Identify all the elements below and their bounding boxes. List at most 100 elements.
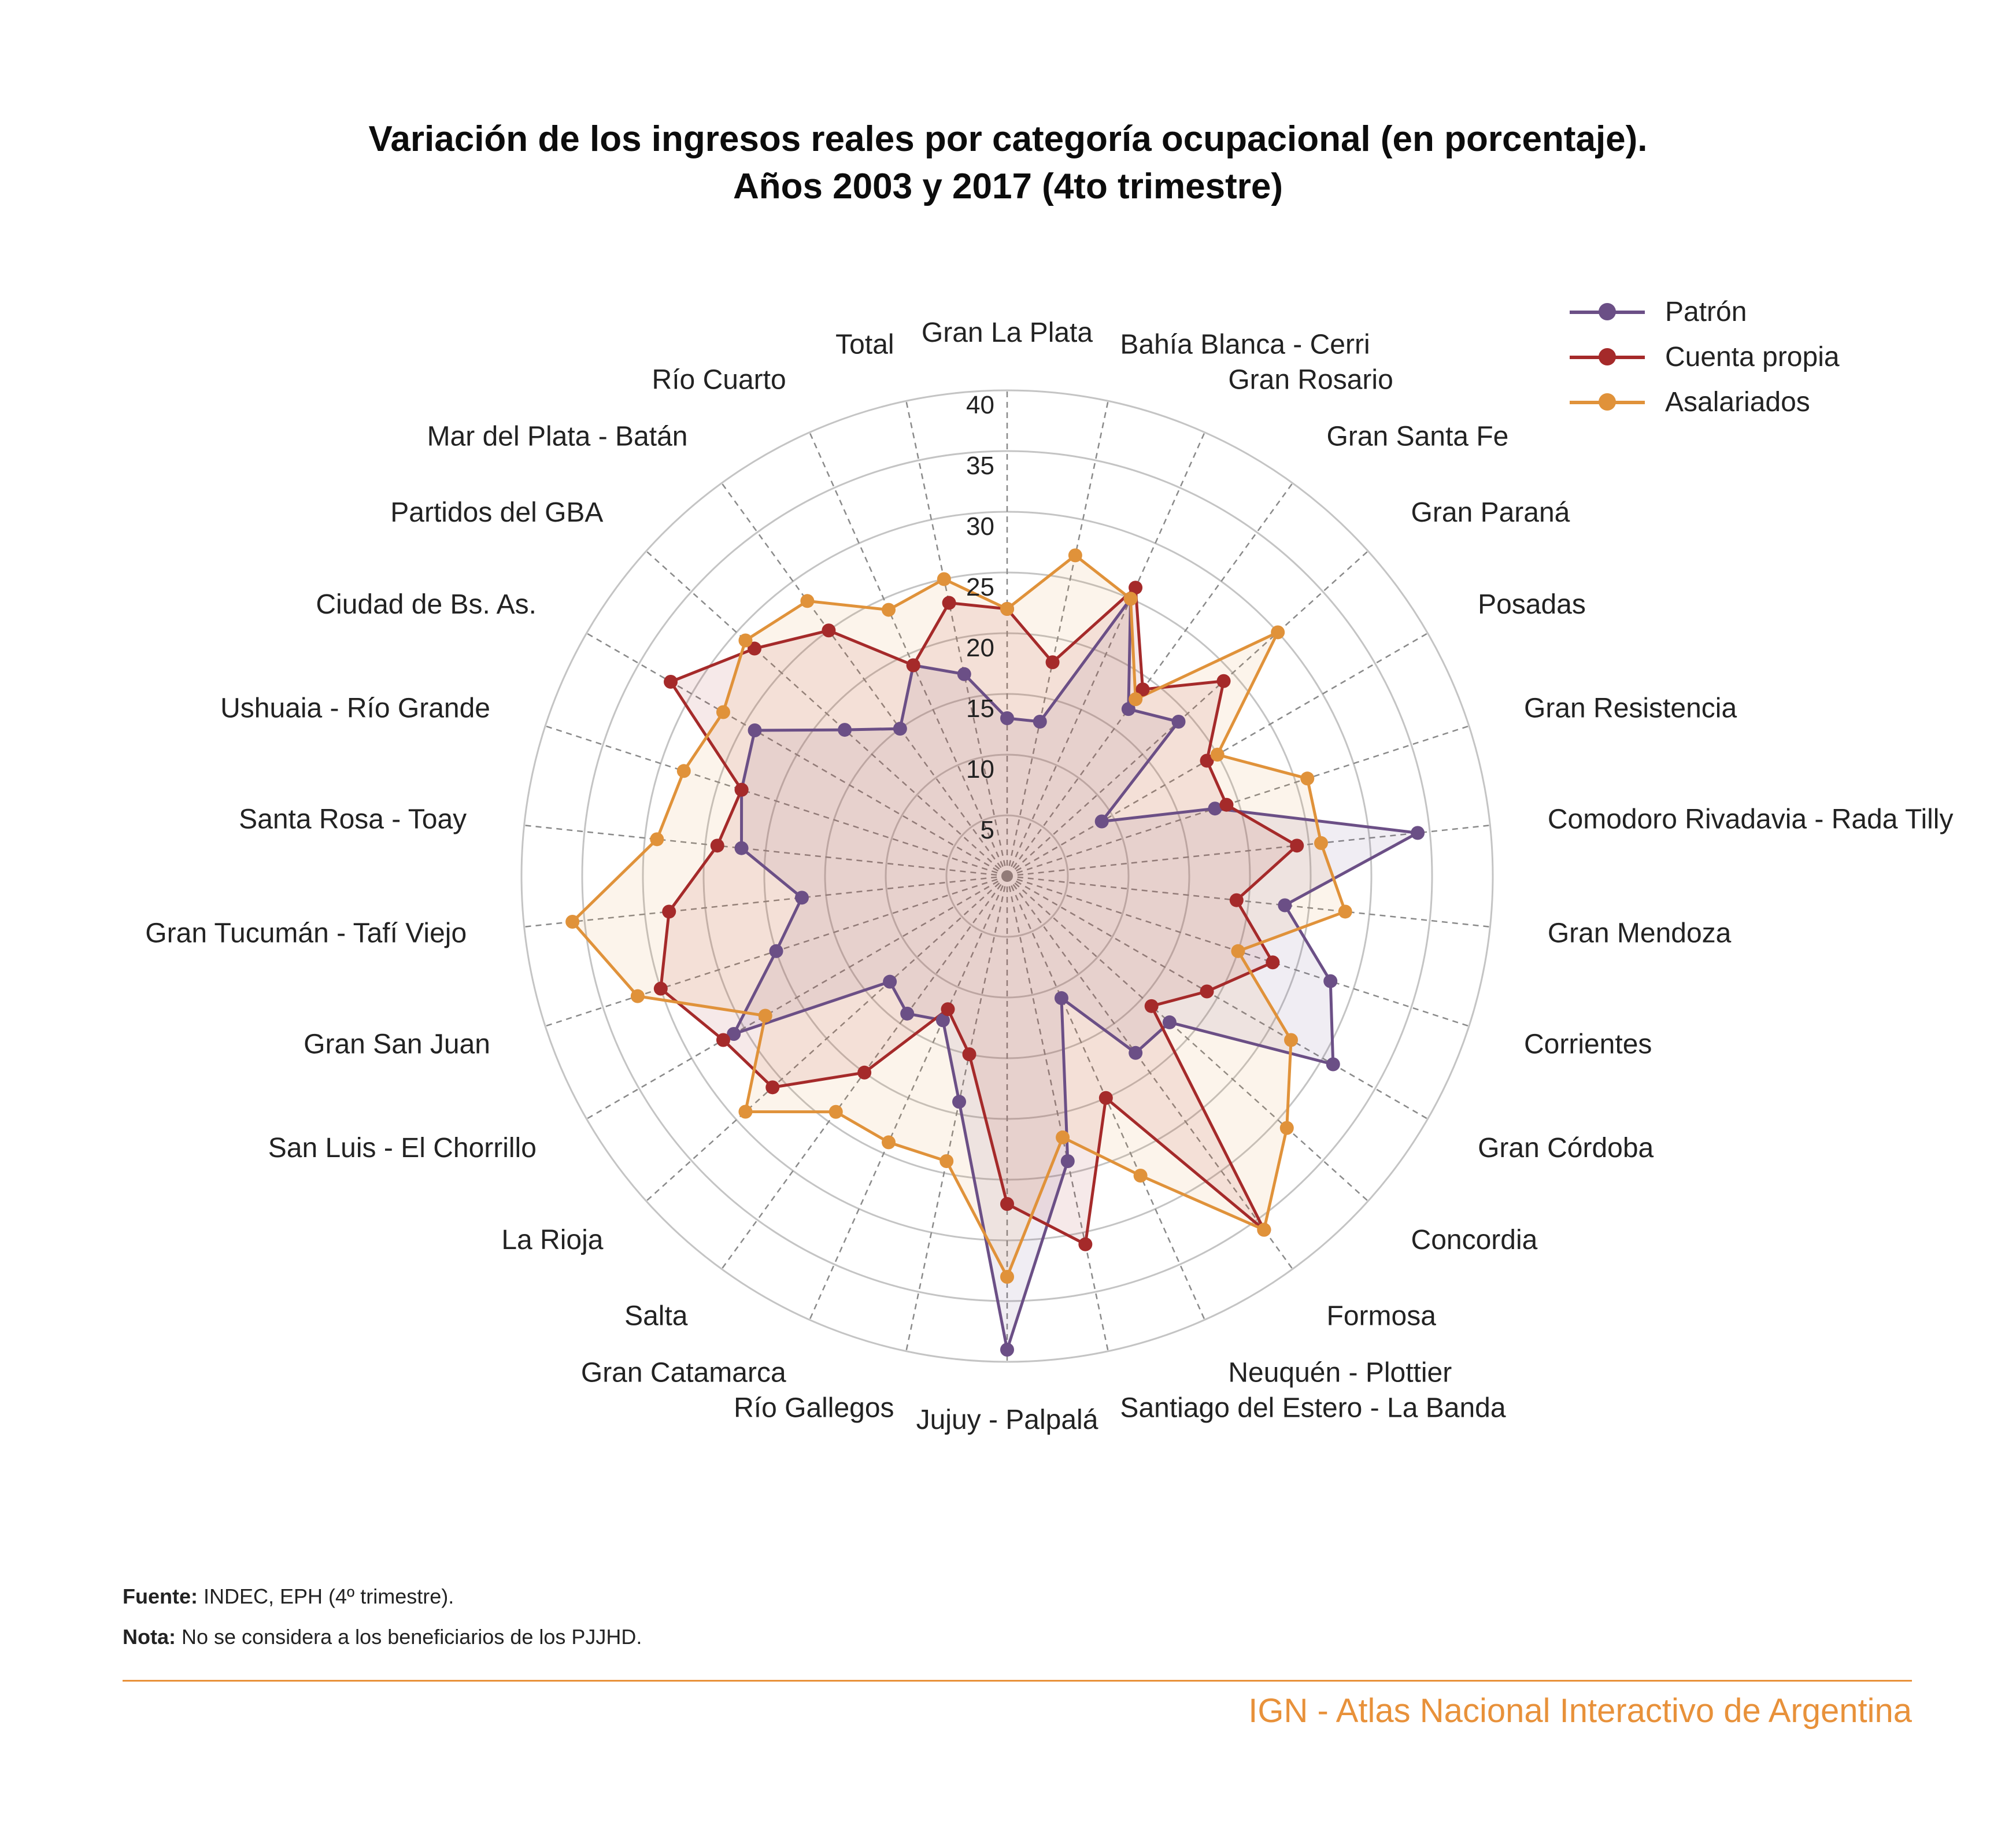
point-asalariados-san-luis-el-chorrillo bbox=[758, 1008, 772, 1023]
point-asalariados-partidos-del-gba bbox=[738, 633, 753, 648]
series-area-patron bbox=[734, 599, 1418, 1350]
point-cuenta-propia-santa-rosa-toay bbox=[710, 838, 724, 853]
r-tick-label-10: 10 bbox=[966, 755, 994, 784]
point-asalariados-santiago-del-estero-la-banda bbox=[1056, 1130, 1070, 1144]
nota-note: Nota: No se considera a los beneficiario… bbox=[123, 1625, 642, 1649]
spoke-santiago-del-estero-la-banda bbox=[1006, 875, 1109, 1351]
series-area-asalariados bbox=[572, 555, 1345, 1277]
nota-label: Nota: bbox=[123, 1625, 176, 1649]
point-asalariados-rio-gallegos bbox=[939, 1154, 954, 1168]
point-asalariados-salta bbox=[828, 1104, 843, 1119]
footer-divider bbox=[123, 1680, 1912, 1682]
legend-swatch-patron bbox=[1570, 300, 1645, 323]
point-patron-gran-mendoza bbox=[1278, 898, 1292, 913]
spoke-gran-tucuman-tafi-viejo bbox=[524, 875, 1008, 928]
point-cuenta-propia-gran-rosario bbox=[1129, 581, 1143, 595]
spoke-partidos-del-gba bbox=[645, 551, 1008, 877]
point-patron-mar-del-plata-batan bbox=[893, 722, 907, 736]
spoke-concordia bbox=[1007, 875, 1369, 1202]
category-label-ushuaia-rio-grande: Ushuaia - Río Grande bbox=[220, 693, 490, 724]
point-patron-gran-parana bbox=[1171, 715, 1186, 729]
category-label-posadas: Posadas bbox=[1478, 589, 1586, 620]
category-label-neuquen-plottier: Neuquén - Plottier bbox=[1228, 1358, 1452, 1388]
legend-label: Asalariados bbox=[1665, 386, 1810, 418]
point-cuenta-propia-rio-gallegos bbox=[962, 1047, 976, 1062]
category-label-salta: Salta bbox=[624, 1301, 688, 1331]
legend-item-asalariados[interactable]: Asalariados bbox=[1570, 379, 1840, 424]
category-label-gran-cordoba: Gran Córdoba bbox=[1478, 1133, 1654, 1163]
source-text: INDEC, EPH (4º trimestre). bbox=[204, 1584, 454, 1608]
spoke-rio-cuarto bbox=[809, 432, 1008, 877]
spoke-mar-del-plata-batan bbox=[721, 482, 1008, 877]
category-label-gran-catamarca: Gran Catamarca bbox=[581, 1358, 786, 1388]
point-cuenta-propia-la-rioja bbox=[765, 1080, 780, 1095]
point-cuenta-propia-gran-san-juan bbox=[653, 981, 668, 996]
category-label-gran-resistencia: Gran Resistencia bbox=[1524, 693, 1737, 724]
spoke-gran-catamarca bbox=[809, 875, 1008, 1320]
r-tick-label-20: 20 bbox=[966, 634, 994, 662]
point-asalariados-gran-resistencia bbox=[1300, 771, 1315, 786]
legend-swatch-cuenta-propia bbox=[1570, 345, 1645, 368]
r-tick-label-15: 15 bbox=[966, 694, 994, 723]
point-patron-gran-san-juan bbox=[769, 944, 783, 958]
point-asalariados-jujuy-palpala bbox=[1000, 1270, 1014, 1284]
point-cuenta-propia-ciudad-de-bs-as bbox=[664, 675, 678, 689]
point-asalariados-total bbox=[937, 572, 951, 586]
point-patron-bahia-blanca-cerri bbox=[1033, 714, 1047, 729]
point-asalariados-gran-mendoza bbox=[1338, 904, 1352, 919]
legend-item-cuenta-propia[interactable]: Cuenta propia bbox=[1570, 334, 1840, 379]
spoke-bahia-blanca-cerri bbox=[1006, 401, 1109, 877]
spoke-gran-mendoza bbox=[1007, 875, 1490, 928]
category-label-bahia-blanca-cerri: Bahía Blanca - Cerri bbox=[1120, 330, 1370, 360]
point-cuenta-propia-gran-catamarca bbox=[941, 1002, 955, 1017]
category-label-gran-mendoza: Gran Mendoza bbox=[1548, 918, 1732, 948]
spoke-san-luis-el-chorrillo bbox=[586, 875, 1008, 1120]
point-patron-comodoro-rivadavia-rada-tilly bbox=[1411, 826, 1425, 840]
point-asalariados-bahia-blanca-cerri bbox=[1068, 548, 1082, 563]
r-tick-label-30: 30 bbox=[966, 512, 994, 541]
point-patron-posadas bbox=[1094, 814, 1109, 829]
grid-circle-5 bbox=[945, 814, 1069, 938]
legend-label: Patrón bbox=[1665, 296, 1747, 327]
category-label-jujuy-palpala: Jujuy - Palpalá bbox=[916, 1405, 1098, 1435]
point-asalariados-gran-santa-fe bbox=[1129, 692, 1143, 707]
point-asalariados-mar-del-plata-batan bbox=[800, 594, 815, 608]
category-label-gran-rosario: Gran Rosario bbox=[1228, 364, 1393, 395]
point-asalariados-santa-rosa-toay bbox=[650, 832, 664, 847]
point-cuenta-propia-mar-del-plata-batan bbox=[822, 623, 836, 638]
point-asalariados-gran-parana bbox=[1271, 625, 1285, 640]
category-label-gran-san-juan: Gran San Juan bbox=[304, 1029, 490, 1059]
point-patron-santiago-del-estero-la-banda bbox=[1060, 1154, 1075, 1168]
point-cuenta-propia-comodoro-rivadavia-rada-tilly bbox=[1290, 838, 1304, 853]
category-label-rio-cuarto: Río Cuarto bbox=[652, 364, 786, 395]
point-patron-total bbox=[957, 667, 971, 681]
point-cuenta-propia-bahia-blanca-cerri bbox=[1045, 655, 1060, 670]
spoke-gran-resistencia bbox=[1007, 725, 1470, 877]
spoke-gran-cordoba bbox=[1007, 875, 1429, 1120]
category-label-gran-tucuman-tafi-viejo: Gran Tucumán - Tafí Viejo bbox=[145, 918, 467, 948]
point-cuenta-propia-total bbox=[942, 596, 956, 610]
series-area-cuenta-propia bbox=[660, 588, 1297, 1244]
point-cuenta-propia-ushuaia-rio-grande bbox=[734, 782, 749, 797]
point-asalariados-comodoro-rivadavia-rada-tilly bbox=[1314, 836, 1329, 850]
spoke-comodoro-rivadavia-rada-tilly bbox=[1007, 824, 1490, 877]
point-asalariados-ushuaia-rio-grande bbox=[676, 764, 691, 778]
chart-subtitle: Años 2003 y 2017 (4to trimestre) bbox=[733, 167, 1283, 206]
category-label-la-rioja: La Rioja bbox=[501, 1225, 603, 1255]
legend-item-patron[interactable]: Patrón bbox=[1570, 289, 1840, 334]
point-asalariados-formosa bbox=[1257, 1222, 1271, 1237]
credit-text: IGN - Atlas Nacional Interactivo de Arge… bbox=[1248, 1692, 1912, 1730]
category-label-santa-rosa-toay: Santa Rosa - Toay bbox=[239, 804, 467, 835]
point-cuenta-propia-rio-cuarto bbox=[906, 658, 920, 673]
grid-circle-35 bbox=[581, 450, 1433, 1302]
spoke-gran-santa-fe bbox=[1006, 482, 1293, 877]
point-cuenta-propia-concordia bbox=[1144, 999, 1159, 1013]
point-patron-ciudad-de-bs-as bbox=[748, 723, 762, 737]
point-patron-partidos-del-gba bbox=[838, 723, 852, 737]
category-label-concordia: Concordia bbox=[1411, 1225, 1538, 1255]
r-tick-label-40: 40 bbox=[966, 391, 994, 419]
spoke-formosa bbox=[1006, 875, 1293, 1270]
point-asalariados-concordia bbox=[1279, 1121, 1294, 1135]
spoke-ushuaia-rio-grande bbox=[545, 725, 1008, 877]
point-asalariados-gran-cordoba bbox=[1284, 1033, 1299, 1047]
